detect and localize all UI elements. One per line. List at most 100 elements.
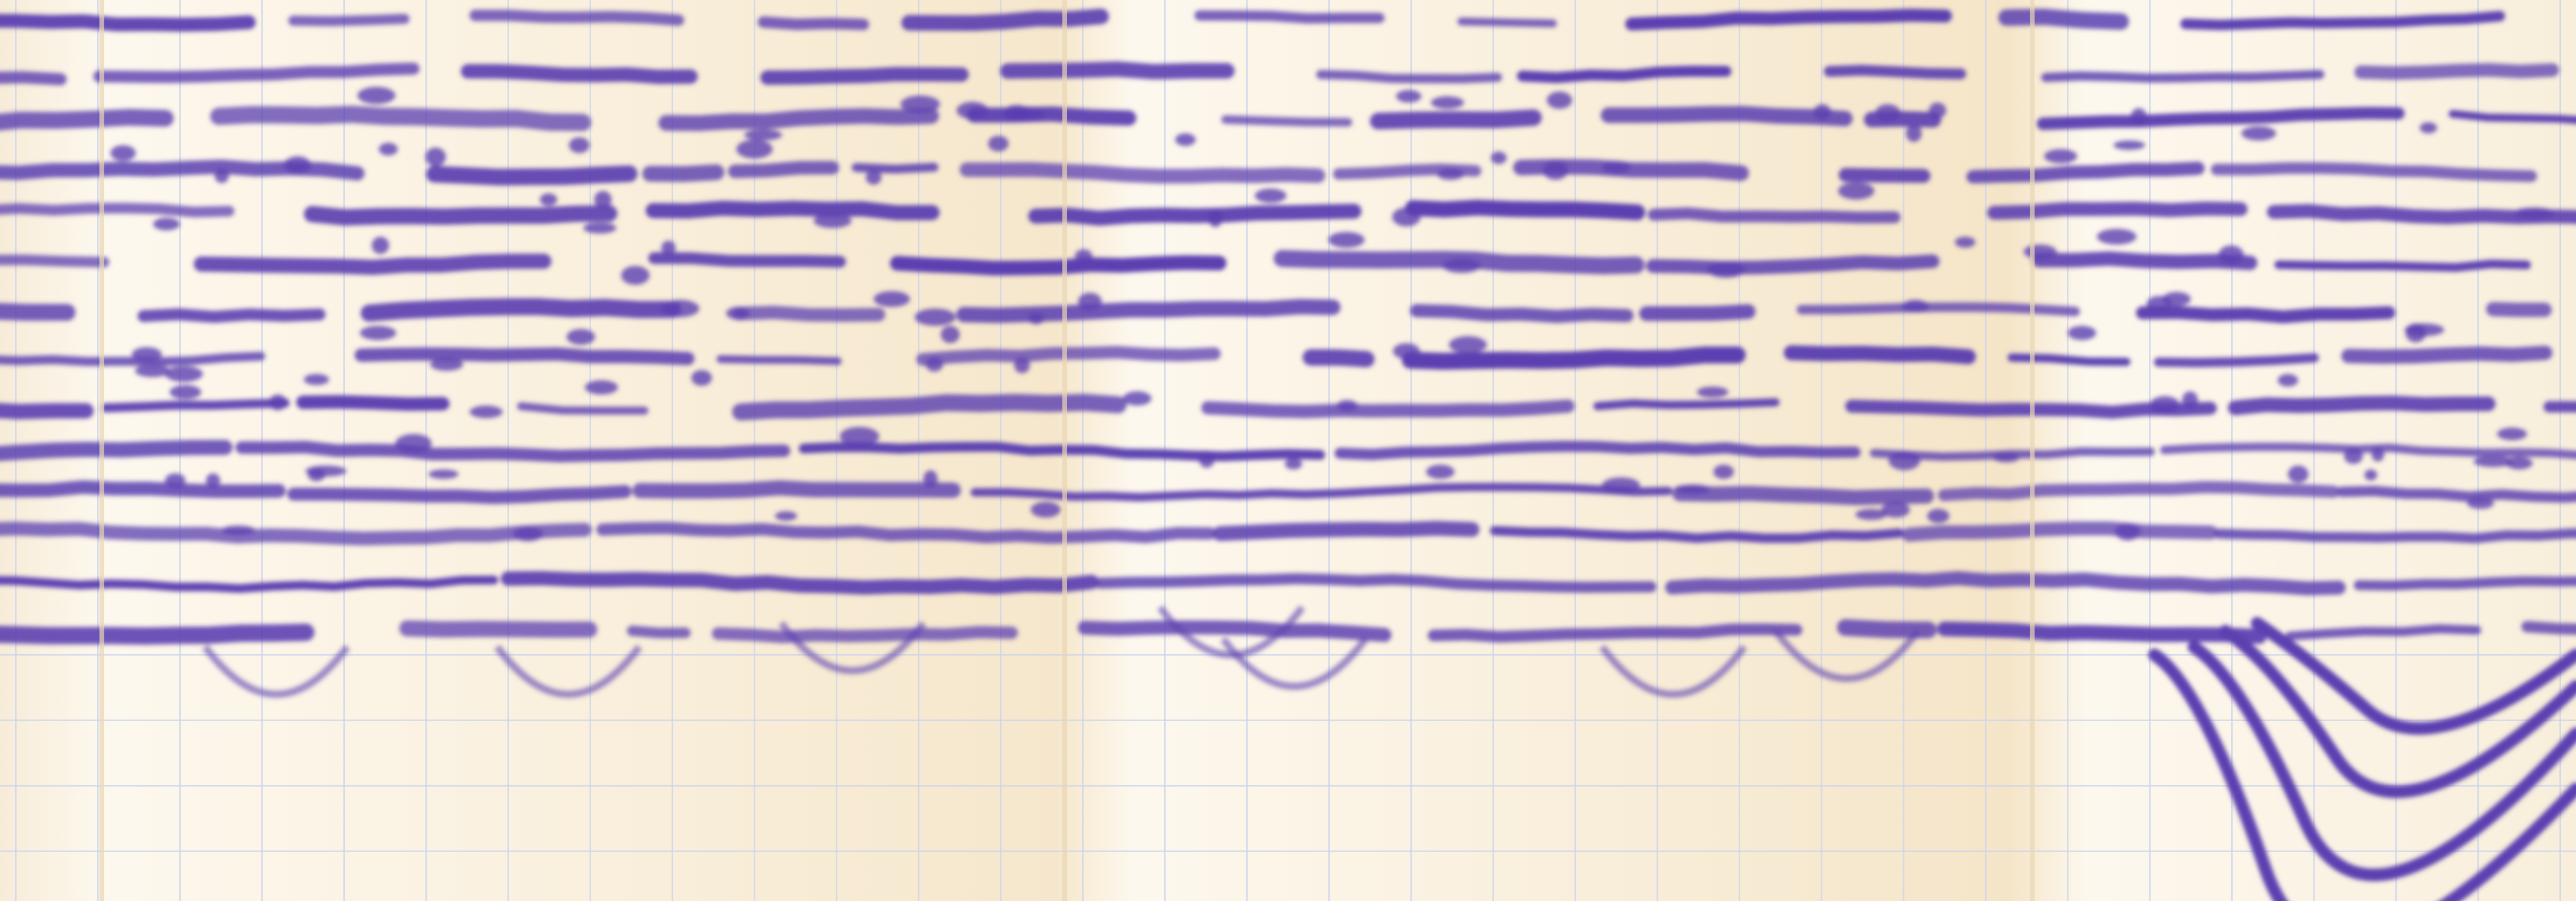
reflector-blob [1443, 259, 1481, 273]
reflector [627, 625, 691, 639]
reflector [1428, 623, 1803, 643]
reflector [193, 253, 552, 275]
dipping-reflector [2219, 625, 2576, 798]
reflector [1664, 570, 2346, 596]
reflector [517, 402, 649, 415]
reflector-blob [567, 329, 595, 345]
reflector [2285, 624, 2481, 641]
reflector-blob [866, 170, 882, 185]
reflector-blob [957, 102, 988, 119]
reflector [2341, 346, 2553, 365]
reflector-blob [594, 191, 612, 208]
fold-lines [99, 0, 2035, 901]
reflector-blob [1014, 357, 1030, 373]
reflector-blob [358, 87, 395, 104]
reflector [2353, 576, 2576, 591]
reflector-blob [1208, 210, 1222, 227]
reflector-blob [1875, 104, 1900, 122]
reflector [648, 252, 846, 268]
reflector [646, 200, 940, 221]
reflector [1457, 17, 1557, 28]
reflector-blob [1285, 458, 1302, 469]
reflector [1646, 254, 1940, 275]
reflector [1489, 525, 1904, 544]
reflector [1838, 167, 1930, 183]
reflector [959, 162, 1326, 184]
reflector [354, 347, 695, 365]
reflector [0, 108, 174, 131]
reflector [0, 623, 315, 645]
reflector [1837, 619, 1938, 638]
reflector-blob [2241, 126, 2276, 140]
reflector [1647, 207, 1900, 224]
reflector-blob [2024, 245, 2057, 259]
reflector-blob [2218, 245, 2244, 264]
reflector [1194, 10, 1385, 24]
reflector [2007, 353, 2131, 366]
reflector [642, 164, 724, 182]
reflector-blob [1175, 133, 1196, 146]
reflector [632, 480, 961, 499]
diffraction [1599, 645, 1747, 698]
reflector-blob [372, 237, 389, 254]
reflector [1405, 200, 1646, 221]
reflector-blob [1929, 103, 1946, 118]
reflector-blob [1838, 182, 1874, 200]
reflector [970, 482, 1673, 502]
reflector [717, 355, 842, 365]
reflector [500, 570, 1099, 595]
reflector [2136, 305, 2395, 323]
reflector [304, 205, 618, 226]
reflector [1966, 161, 2205, 184]
reflector-blob [470, 406, 503, 418]
reflector-blob [1123, 391, 1151, 406]
reflector-blob [304, 374, 329, 385]
reflector-blob [2344, 448, 2363, 464]
diffraction [202, 645, 350, 698]
reflector-blob [1602, 161, 1631, 174]
reflector-blob [941, 326, 960, 343]
dipping-reflector [2148, 649, 2576, 901]
reflector [1517, 65, 1732, 84]
reflector [288, 13, 410, 27]
reflector-blob [1993, 453, 2020, 462]
reflector-blob [165, 473, 185, 488]
reflector-blob [988, 136, 1009, 151]
reflector [1077, 620, 1392, 642]
reflector [2154, 353, 2320, 368]
reflector [732, 394, 1127, 421]
reflector-blob [2364, 469, 2377, 480]
diffraction [1157, 605, 1305, 659]
reflector-blob [222, 525, 255, 535]
reflector [1302, 349, 1375, 368]
reflector-blob [1328, 232, 1365, 248]
reflector-blob [1255, 189, 1286, 203]
reflector-blob [814, 214, 852, 228]
reflector [758, 16, 870, 31]
reflector-blob [2497, 428, 2527, 440]
reflector-blob [621, 266, 650, 285]
reflector-blob [1491, 151, 1507, 164]
reflector-blob [1393, 343, 1420, 359]
reflector [1639, 304, 1756, 321]
reflector-blob [2097, 229, 2136, 245]
reflector-bands [0, 8, 2576, 901]
reflector [889, 255, 1226, 276]
reflector-blob [1547, 92, 1572, 109]
reflector [2036, 107, 2405, 130]
reflector-blob [900, 95, 940, 113]
reflector-blob [736, 140, 773, 159]
reflector [1901, 522, 2218, 542]
reflector-blob [395, 434, 432, 453]
reflector-blob [691, 370, 712, 386]
reflector-blob [540, 193, 557, 206]
reflector [137, 308, 326, 323]
reflector [2448, 110, 2576, 125]
reflector-blob [2182, 391, 2198, 409]
reflector-blob [1707, 262, 1745, 278]
reflector-blob [2150, 396, 2180, 413]
reflector-blob [1906, 125, 1922, 142]
reflector-blob [379, 143, 398, 155]
reflector [1000, 61, 1235, 80]
